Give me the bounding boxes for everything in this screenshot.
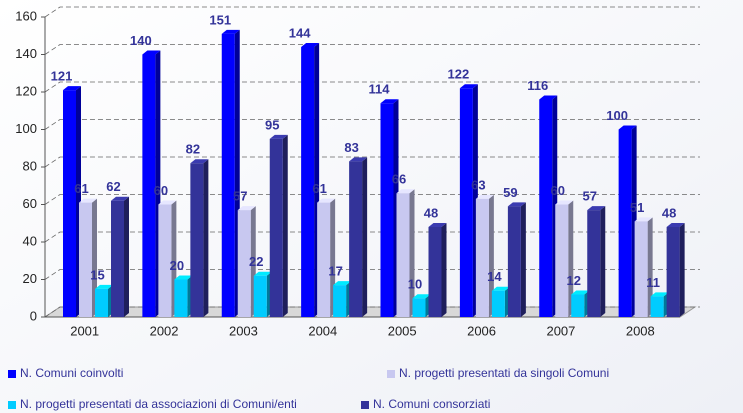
bar bbox=[301, 43, 320, 317]
value-label: 61 bbox=[74, 181, 88, 196]
bar bbox=[95, 284, 113, 317]
y-tick-label: 20 bbox=[23, 271, 37, 286]
bar bbox=[349, 157, 368, 317]
bar bbox=[317, 198, 336, 317]
legend-label: N. progetti presentati da singoli Comuni bbox=[399, 366, 609, 380]
value-label: 57 bbox=[233, 189, 247, 204]
bar bbox=[539, 95, 558, 317]
y-tick-label: 60 bbox=[23, 196, 37, 211]
value-label: 48 bbox=[424, 205, 438, 220]
y-tick-label: 100 bbox=[15, 121, 37, 136]
y-tick-label: 140 bbox=[15, 46, 37, 61]
bar bbox=[63, 86, 81, 317]
bar bbox=[618, 125, 637, 317]
y-tick-label: 120 bbox=[15, 83, 37, 98]
bar bbox=[650, 292, 669, 317]
grid-line bbox=[44, 119, 700, 130]
legend-marker bbox=[361, 401, 369, 409]
y-tick-label: 40 bbox=[23, 233, 37, 248]
y-tick-label: 80 bbox=[23, 158, 37, 173]
value-label: 151 bbox=[209, 12, 231, 27]
value-label: 17 bbox=[328, 264, 342, 279]
bar bbox=[111, 196, 129, 317]
bar bbox=[412, 294, 431, 317]
bar bbox=[79, 198, 97, 317]
value-label: 83 bbox=[344, 140, 358, 155]
x-tick-label: 2008 bbox=[626, 323, 655, 338]
value-label: 11 bbox=[646, 275, 660, 290]
value-label: 140 bbox=[130, 33, 152, 48]
bar bbox=[507, 202, 526, 317]
value-label: 57 bbox=[583, 189, 597, 204]
value-label: 62 bbox=[106, 179, 120, 194]
value-label: 63 bbox=[471, 177, 485, 192]
x-tick-label: 2006 bbox=[467, 323, 496, 338]
legend-marker bbox=[8, 370, 16, 378]
bar bbox=[587, 206, 606, 317]
grid-line bbox=[44, 6, 700, 18]
y-tick-label: 160 bbox=[15, 8, 37, 23]
value-label: 114 bbox=[369, 82, 391, 97]
bar bbox=[253, 271, 272, 317]
value-label: 82 bbox=[186, 142, 200, 157]
bar bbox=[555, 200, 574, 317]
grid-line bbox=[44, 194, 700, 205]
bar bbox=[666, 223, 685, 317]
bar bbox=[396, 189, 415, 317]
y-tick-label: 0 bbox=[30, 308, 37, 323]
legend-label: N. Comuni consorziati bbox=[373, 397, 490, 411]
x-tick-label: 2003 bbox=[229, 323, 258, 338]
value-label: 60 bbox=[551, 183, 565, 198]
legend-marker bbox=[8, 401, 16, 409]
grid-line bbox=[44, 156, 700, 168]
grid-line bbox=[44, 44, 700, 55]
bar bbox=[174, 275, 193, 317]
bar bbox=[491, 286, 510, 317]
value-label: 12 bbox=[567, 273, 581, 288]
bar bbox=[459, 84, 478, 317]
value-label: 95 bbox=[265, 117, 279, 132]
value-label: 20 bbox=[170, 258, 184, 273]
x-tick-label: 2004 bbox=[308, 323, 337, 338]
value-label: 100 bbox=[606, 108, 628, 123]
value-label: 14 bbox=[487, 269, 502, 284]
x-tick-label: 2002 bbox=[150, 323, 179, 338]
value-label: 144 bbox=[289, 25, 311, 40]
x-tick-label: 2007 bbox=[546, 323, 575, 338]
value-label: 22 bbox=[249, 254, 263, 269]
bar bbox=[221, 29, 240, 317]
x-tick-label: 2005 bbox=[388, 323, 417, 338]
value-label: 116 bbox=[527, 78, 548, 93]
value-label: 66 bbox=[392, 172, 406, 187]
bar bbox=[190, 159, 209, 317]
bar bbox=[475, 194, 494, 317]
bar bbox=[380, 99, 399, 317]
bar bbox=[571, 290, 590, 317]
value-label: 15 bbox=[90, 267, 104, 282]
bar bbox=[634, 217, 653, 317]
value-label: 61 bbox=[312, 181, 326, 196]
legend-marker bbox=[387, 370, 395, 378]
value-label: 59 bbox=[503, 185, 517, 200]
bar bbox=[333, 281, 352, 317]
value-label: 121 bbox=[51, 69, 73, 84]
bar bbox=[428, 223, 447, 317]
grid-line bbox=[44, 81, 700, 93]
x-tick-label: 2001 bbox=[70, 323, 99, 338]
value-label: 122 bbox=[448, 67, 470, 82]
legend-label: N. Comuni coinvolti bbox=[20, 366, 123, 380]
value-label: 51 bbox=[630, 200, 644, 215]
bar bbox=[269, 134, 288, 317]
value-label: 60 bbox=[154, 183, 168, 198]
value-label: 10 bbox=[408, 277, 422, 292]
legend-label: N. progetti presentati da associazioni d… bbox=[20, 397, 297, 411]
value-label: 48 bbox=[662, 205, 676, 220]
